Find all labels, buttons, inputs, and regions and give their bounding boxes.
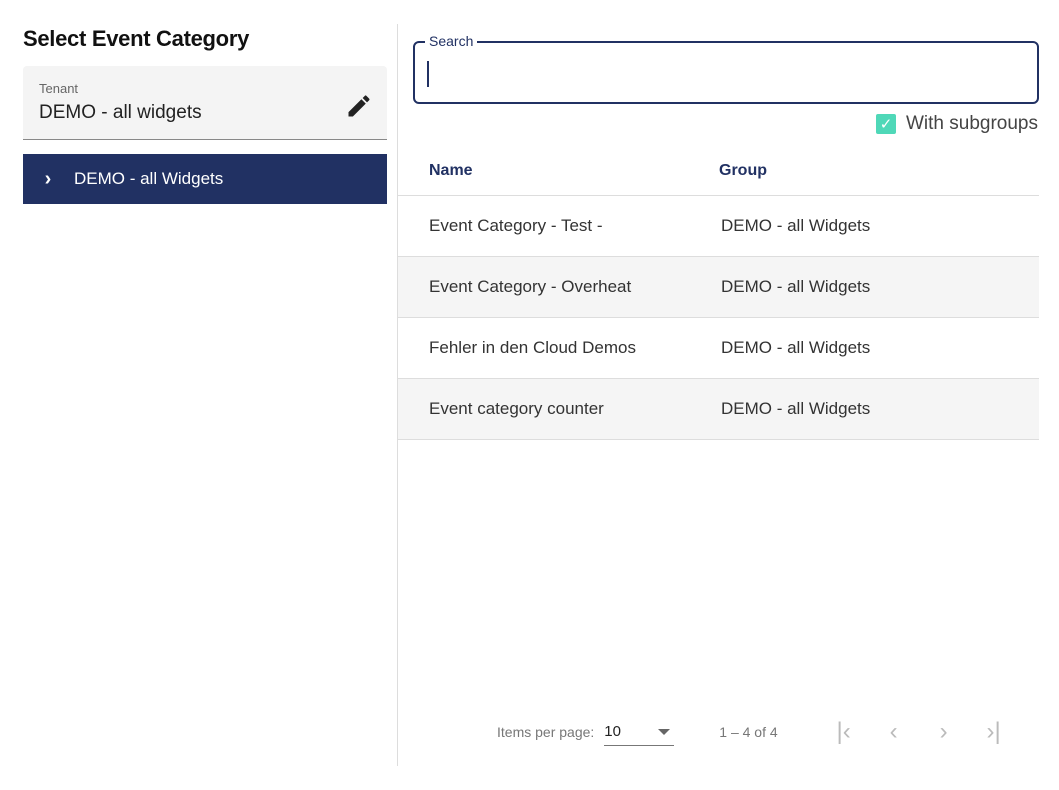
chevron-right-icon[interactable]: › [44, 167, 52, 190]
cell-name: Event Category - Overheat [429, 277, 632, 296]
paginator: Items per page: 10 1 – 4 of 4 |‹ ‹ › ›| [497, 718, 1008, 746]
tree-item-demo[interactable]: › DEMO - all Widgets [23, 154, 387, 204]
pencil-icon[interactable] [345, 92, 373, 120]
column-header-group[interactable]: Group [719, 161, 767, 179]
range-label: 1 – 4 of 4 [719, 724, 778, 740]
cell-group: DEMO - all Widgets [721, 399, 871, 418]
table-row[interactable]: Event category counter DEMO - all Widget… [398, 379, 1039, 440]
table-row[interactable]: Fehler in den Cloud Demos DEMO - all Wid… [398, 318, 1039, 379]
event-category-table: Name Group Event Category - Test - DEMO … [398, 146, 1039, 440]
table-header: Name Group [398, 146, 1039, 196]
dropdown-arrow-icon [658, 728, 671, 735]
page-size-select[interactable]: 10 [604, 718, 675, 746]
first-page-icon[interactable]: |‹ [836, 718, 851, 745]
last-page-icon[interactable]: ›| [986, 718, 1001, 745]
cell-group: DEMO - all Widgets [721, 216, 871, 235]
column-header-name[interactable]: Name [429, 161, 473, 179]
with-subgroups-checkbox[interactable]: ✓ With subgroups [875, 113, 1038, 135]
search-label: Search [425, 33, 478, 49]
next-page-icon[interactable]: › [939, 718, 948, 745]
tenant-field[interactable]: Tenant DEMO - all widgets [23, 66, 387, 140]
panel-divider [397, 24, 398, 766]
previous-page-icon[interactable]: ‹ [889, 718, 898, 745]
tenant-label: Tenant [39, 81, 79, 96]
search-input[interactable] [427, 61, 1017, 87]
cell-group: DEMO - all Widgets [721, 338, 871, 357]
table-row[interactable]: Event Category - Overheat DEMO - all Wid… [398, 257, 1039, 318]
page-title: Select Event Category [23, 26, 250, 51]
cell-name: Event category counter [429, 399, 604, 418]
table-row[interactable]: Event Category - Test - DEMO - all Widge… [398, 196, 1039, 257]
page-size-value: 10 [604, 723, 621, 740]
with-subgroups-label: With subgroups [905, 113, 1038, 134]
cell-group: DEMO - all Widgets [721, 277, 871, 296]
cell-name: Fehler in den Cloud Demos [429, 338, 636, 357]
tenant-value: DEMO - all widgets [39, 102, 202, 123]
items-per-page-label: Items per page: [497, 724, 595, 740]
checkmark-icon[interactable]: ✓ [875, 114, 896, 134]
tree-item-label: DEMO - all Widgets [74, 169, 224, 188]
cell-name: Event Category - Test - [429, 216, 603, 235]
search-field[interactable]: Search [413, 33, 1039, 104]
